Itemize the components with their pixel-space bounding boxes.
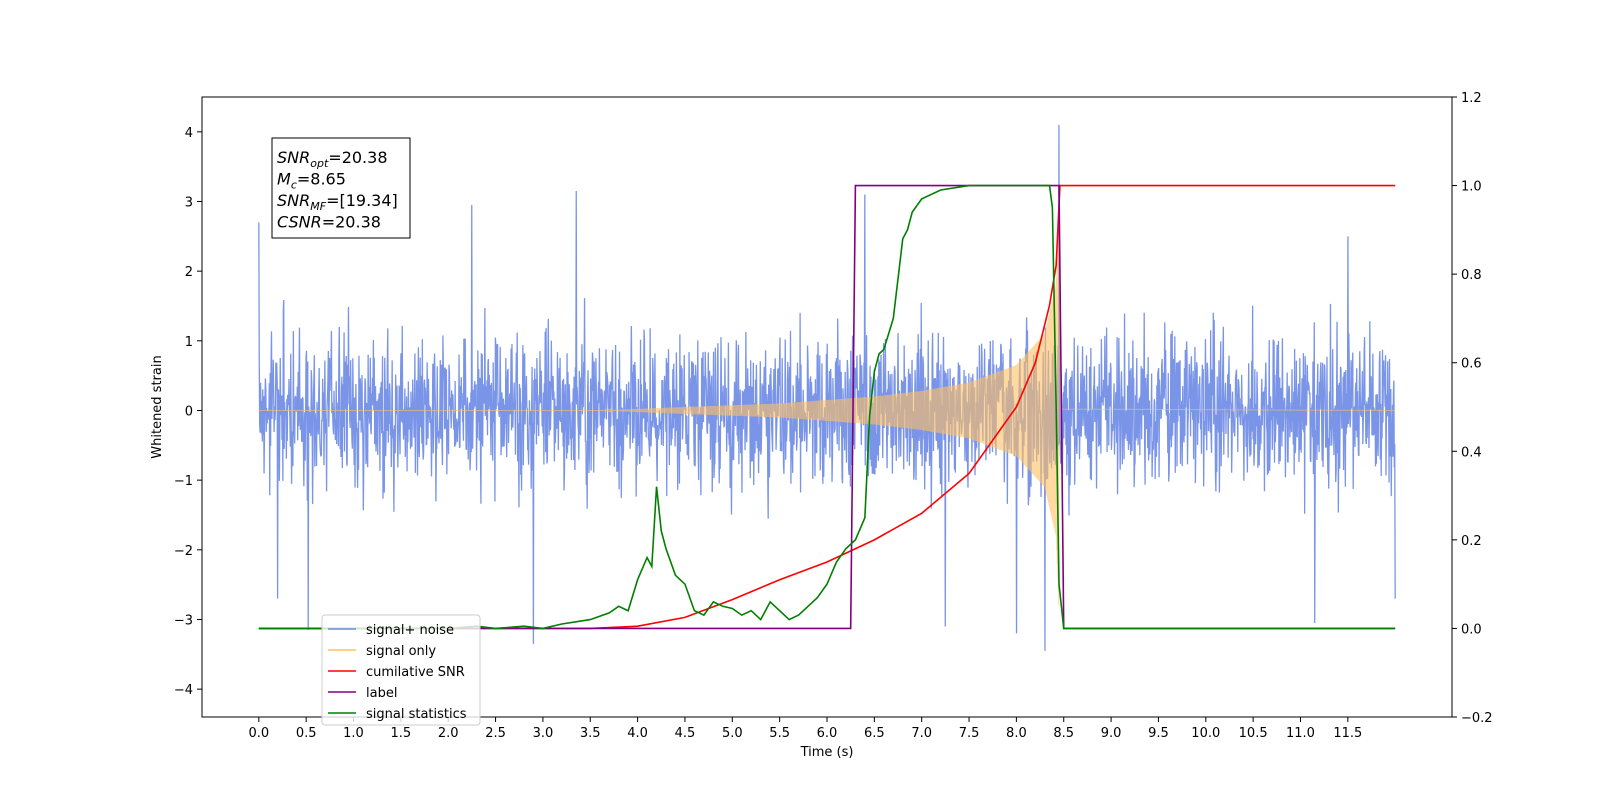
y2-tick-label: 0.8 xyxy=(1461,268,1482,283)
x-tick-label: 1.5 xyxy=(391,726,412,741)
legend-item-signal-only: signal only xyxy=(328,644,436,659)
y2-tick-label: 0.4 xyxy=(1461,445,1482,460)
x-axis-label: Time (s) xyxy=(800,745,854,760)
info-line: CSNR=20.38 xyxy=(277,213,381,232)
x-tick-label: 10.5 xyxy=(1239,726,1268,741)
y-tick-label: −4 xyxy=(174,683,193,698)
x-tick-label: 4.0 xyxy=(627,726,648,741)
x-tick-label: 5.0 xyxy=(722,726,743,741)
legend-frame xyxy=(321,614,481,726)
x-tick-label: 3.0 xyxy=(533,726,554,741)
info-line: Mc=8.65 xyxy=(277,170,346,192)
info-annotation-box: SNRopt=20.38Mc=8.65SNRMF=[19.34]CSNR=20.… xyxy=(271,137,411,239)
x-tick-label: 1.0 xyxy=(343,726,364,741)
x-tick-label: 11.5 xyxy=(1333,726,1362,741)
legend-item-cumilative-snr: cumilative SNR xyxy=(328,665,465,680)
y-tick-label: −1 xyxy=(174,474,193,489)
y-tick-label: −3 xyxy=(174,613,193,628)
y-axis-right: −0.2 0.0 0.2 0.4 0.6 0.8 1.0 1.2 xyxy=(1452,91,1493,726)
series-cumilative-snr xyxy=(258,184,1396,630)
x-tick-label: 2.0 xyxy=(438,726,459,741)
legend-label: signal statistics xyxy=(366,707,467,722)
y-tick-label: 1 xyxy=(185,335,193,350)
y2-tick-label: 1.2 xyxy=(1461,91,1482,106)
y-tick-label: −2 xyxy=(174,544,193,559)
legend-label: signal+ noise xyxy=(366,623,454,638)
info-line: SNRMF=[19.34] xyxy=(277,191,398,213)
y-axis-left: −4 −3 −2 −1 0 1 2 3 4 xyxy=(174,126,202,698)
x-tick-label: 6.5 xyxy=(864,726,885,741)
legend-item-signal-noise: signal+ noise xyxy=(328,623,454,638)
info-line: SNRopt=20.38 xyxy=(277,148,388,170)
x-axis: 0.0 0.5 1.0 1.5 2.0 2.5 3.0 3.5 4.0 4.5 5.0 5.5 6.0 6… xyxy=(248,717,1362,741)
legend-item-label: label xyxy=(328,686,397,701)
x-tick-label: 9.0 xyxy=(1101,726,1122,741)
x-tick-label: 6.0 xyxy=(817,726,838,741)
x-tick-label: 3.5 xyxy=(580,726,601,741)
x-tick-label: 11.0 xyxy=(1286,726,1315,741)
x-tick-label: 4.5 xyxy=(675,726,696,741)
y2-tick-label: 0.2 xyxy=(1461,534,1482,549)
legend-label: cumilative SNR xyxy=(366,665,465,680)
series-signal-statistics xyxy=(258,184,1396,630)
x-tick-label: 8.5 xyxy=(1053,726,1074,741)
x-tick-label: 5.5 xyxy=(769,726,790,741)
y2-tick-label: 1.0 xyxy=(1461,180,1482,195)
info-box-frame xyxy=(271,137,411,239)
legend: signal+ noise signal only cumilative SNR la… xyxy=(321,614,481,726)
y-tick-label: 0 xyxy=(185,404,193,419)
x-tick-label: 10.0 xyxy=(1191,726,1220,741)
y-tick-label: 3 xyxy=(185,195,193,210)
legend-item-signal-statistics: signal statistics xyxy=(328,707,467,722)
y2-tick-label: −0.2 xyxy=(1461,711,1493,726)
series-signal-only xyxy=(258,208,1396,606)
y-tick-label: 4 xyxy=(185,126,193,141)
y2-tick-label: 0.6 xyxy=(1461,357,1482,372)
x-tick-label: 2.5 xyxy=(485,726,506,741)
x-tick-label: 7.0 xyxy=(911,726,932,741)
x-tick-label: 0.5 xyxy=(296,726,317,741)
x-tick-label: 9.5 xyxy=(1148,726,1169,741)
y-tick-label: 2 xyxy=(185,265,193,280)
legend-label: signal only xyxy=(366,644,436,659)
series-signal-noise xyxy=(258,124,1396,651)
x-tick-label: 8.0 xyxy=(1006,726,1027,741)
y2-tick-label: 0.0 xyxy=(1461,622,1482,637)
series-layer xyxy=(258,124,1396,651)
x-tick-label: 7.5 xyxy=(959,726,980,741)
x-tick-label: 0.0 xyxy=(248,726,269,741)
legend-label: label xyxy=(366,686,397,701)
y-axis-label: Whitened strain xyxy=(150,355,165,458)
